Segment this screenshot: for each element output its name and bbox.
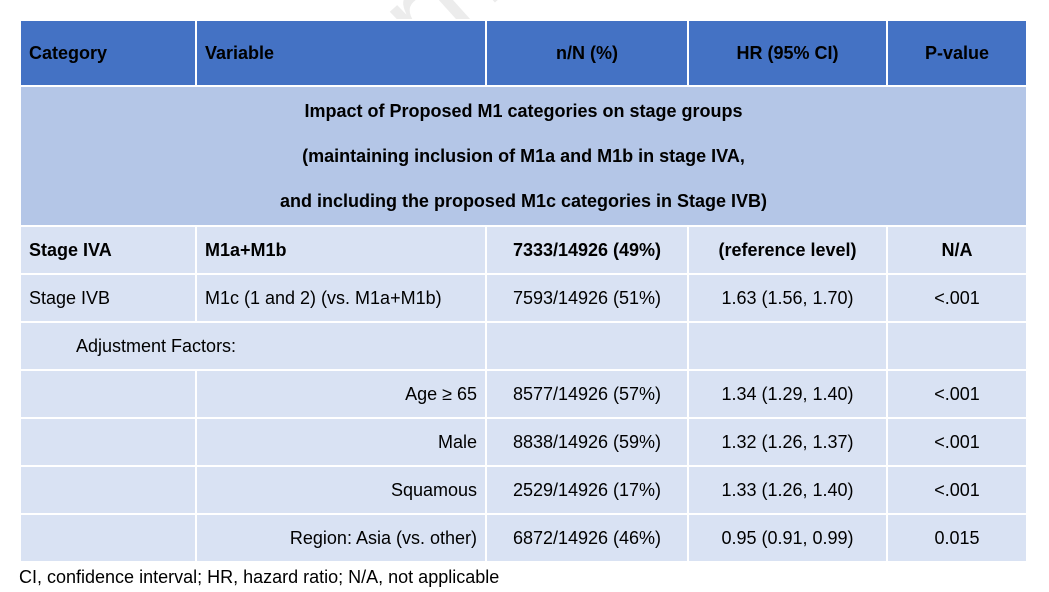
cell-p: 0.015 [886,513,1028,563]
table-row: Stage IVA M1a+M1b 7333/14926 (49%) (refe… [19,225,1028,275]
cell-hr: 1.34 (1.29, 1.40) [687,369,888,419]
header-n: n/N (%) [485,19,689,87]
cell-variable: Squamous [195,465,487,515]
cell-category [19,417,197,467]
table-row: Adjustment Factors: [19,321,1028,371]
table-row: Region: Asia (vs. other) 6872/14926 (46%… [19,513,1028,563]
cell-n: 8577/14926 (57%) [485,369,689,419]
header-variable: Variable [195,19,487,87]
table-row: Stage IVB M1c (1 and 2) (vs. M1a+M1b) 75… [19,273,1028,323]
cell-variable: Region: Asia (vs. other) [195,513,487,563]
header-hr: HR (95% CI) [687,19,888,87]
table-row: Male 8838/14926 (59%) 1.32 (1.26, 1.37) … [19,417,1028,467]
cell-hr: 0.95 (0.91, 0.99) [687,513,888,563]
cell-n: 6872/14926 (46%) [485,513,689,563]
cell-n: 8838/14926 (59%) [485,417,689,467]
section-title: Impact of Proposed M1 categories on stag… [19,85,1028,227]
cell-category [19,513,197,563]
cell-p: <.001 [886,273,1028,323]
cell-hr: 1.33 (1.26, 1.40) [687,465,888,515]
cell-hr: 1.63 (1.56, 1.70) [687,273,888,323]
header-category: Category [19,19,197,87]
cell-hr: 1.32 (1.26, 1.37) [687,417,888,467]
section-line-1: Impact of Proposed M1 categories on stag… [304,100,743,121]
section-band: Impact of Proposed M1 categories on stag… [19,85,1028,227]
table-row: Age ≥ 65 8577/14926 (57%) 1.34 (1.29, 1.… [19,369,1028,419]
cell-variable: M1c (1 and 2) (vs. M1a+M1b) [195,273,487,323]
header-p: P-value [886,19,1028,87]
cell-variable: Male [195,417,487,467]
cell-hr [687,321,888,371]
cell-variable: M1a+M1b [195,225,487,275]
cell-n [485,321,689,371]
cell-variable: Age ≥ 65 [195,369,487,419]
cell-category: Stage IVB [19,273,197,323]
header-row: Category Variable n/N (%) HR (95% CI) P-… [19,19,1028,87]
cell-n: 7593/14926 (51%) [485,273,689,323]
cell-p: <.001 [886,465,1028,515]
cell-p [886,321,1028,371]
cell-category: Stage IVA [19,225,197,275]
table-row: Squamous 2529/14926 (17%) 1.33 (1.26, 1.… [19,465,1028,515]
cell-p: <.001 [886,369,1028,419]
cell-adjustment-label: Adjustment Factors: [19,321,487,371]
cell-p: N/A [886,225,1028,275]
cell-category [19,369,197,419]
section-line-3: and including the proposed M1c categorie… [279,190,768,211]
cell-category [19,465,197,515]
cell-hr: (reference level) [687,225,888,275]
footnote: CI, confidence interval; HR, hazard rati… [19,567,500,587]
cell-n: 7333/14926 (49%) [485,225,689,275]
cell-n: 2529/14926 (17%) [485,465,689,515]
cell-p: <.001 [886,417,1028,467]
results-table: Category Variable n/N (%) HR (95% CI) P-… [19,19,1028,563]
section-line-2: (maintaining inclusion of M1a and M1b in… [302,145,745,166]
